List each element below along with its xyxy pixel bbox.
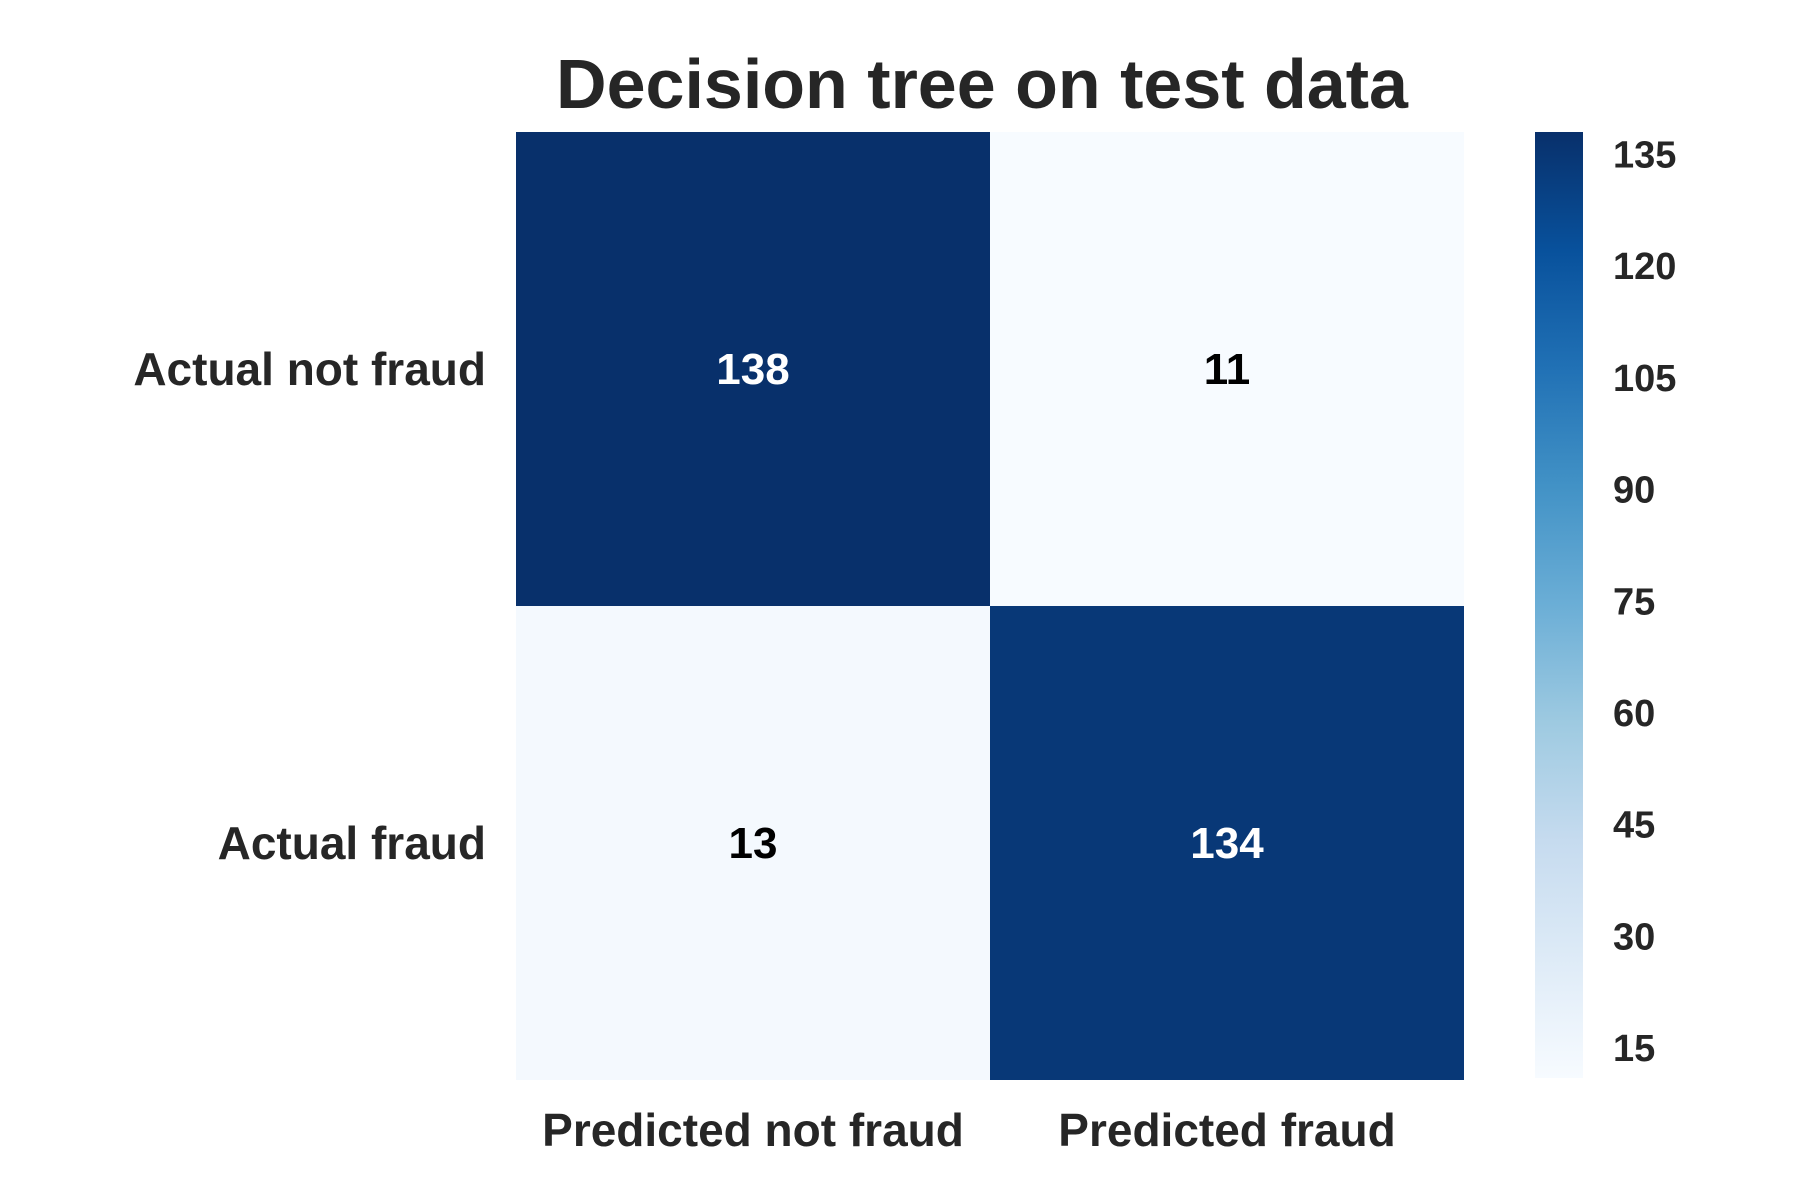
heatmap-cell-r1-c0	[516, 606, 990, 1080]
y-axis-tick-labels: Actual not fraud Actual fraud	[133, 343, 486, 869]
y-tick-label-1: Actual fraud	[218, 817, 486, 869]
colorbar-tick-label-1: 30	[1613, 916, 1655, 958]
x-tick-label-0: Predicted not fraud	[542, 1104, 964, 1156]
heatmap-cell-r1-c1	[990, 606, 1464, 1080]
colorbar-tick-label-8: 135	[1613, 134, 1676, 176]
cell-value-label-r1-c0: 13	[729, 819, 778, 868]
heatmap-cell-r0-c1	[990, 132, 1464, 606]
y-tick-label-0: Actual not fraud	[133, 343, 486, 395]
cell-value-label-r1-c1: 134	[1190, 819, 1264, 868]
cell-value-label-r0-c1: 11	[1204, 345, 1251, 394]
colorbar-tick-label-6: 105	[1613, 358, 1676, 400]
heatmap-cell-r0-c0	[516, 132, 990, 606]
colorbar-tick-label-7: 120	[1613, 246, 1676, 288]
colorbar-tick-label-2: 45	[1613, 805, 1655, 847]
colorbar-tick-label-5: 90	[1613, 470, 1655, 512]
chart-title: Decision tree on test data	[556, 45, 1409, 123]
colorbar: 15 30 45 60 75 90 105 120 135	[1535, 132, 1676, 1078]
colorbar-gradient	[1535, 132, 1583, 1078]
x-tick-label-1: Predicted fraud	[1058, 1104, 1395, 1156]
colorbar-tick-label-3: 60	[1613, 693, 1655, 735]
x-axis-tick-labels: Predicted not fraud Predicted fraud	[542, 1104, 1396, 1156]
colorbar-tick-label-4: 75	[1613, 581, 1655, 623]
heatmap-cells: 138 11 13 134	[516, 132, 1464, 1080]
colorbar-tick-label-0: 15	[1613, 1028, 1655, 1070]
cell-value-label-r0-c0: 138	[716, 345, 789, 394]
